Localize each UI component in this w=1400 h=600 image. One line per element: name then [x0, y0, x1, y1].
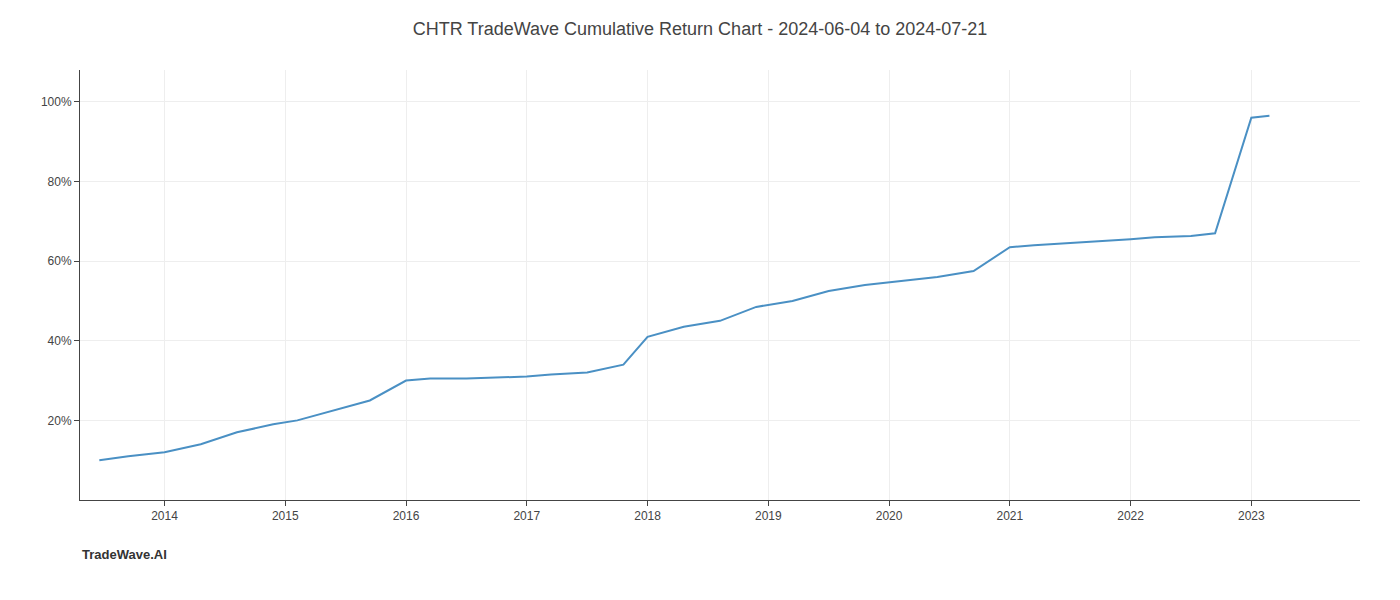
svg-text:40%: 40% — [48, 334, 72, 348]
svg-text:2022: 2022 — [1117, 509, 1144, 523]
svg-text:2023: 2023 — [1238, 509, 1265, 523]
svg-text:2018: 2018 — [634, 509, 661, 523]
svg-text:2015: 2015 — [272, 509, 299, 523]
svg-text:2016: 2016 — [393, 509, 420, 523]
svg-text:2014: 2014 — [151, 509, 178, 523]
svg-text:TradeWave.AI: TradeWave.AI — [82, 547, 167, 562]
svg-text:2017: 2017 — [513, 509, 540, 523]
svg-text:2020: 2020 — [876, 509, 903, 523]
svg-text:CHTR TradeWave Cumulative Retu: CHTR TradeWave Cumulative Return Chart -… — [413, 19, 988, 39]
svg-text:80%: 80% — [48, 175, 72, 189]
svg-text:2019: 2019 — [755, 509, 782, 523]
svg-text:20%: 20% — [48, 414, 72, 428]
svg-text:2021: 2021 — [996, 509, 1023, 523]
svg-text:100%: 100% — [41, 95, 72, 109]
svg-text:60%: 60% — [48, 254, 72, 268]
